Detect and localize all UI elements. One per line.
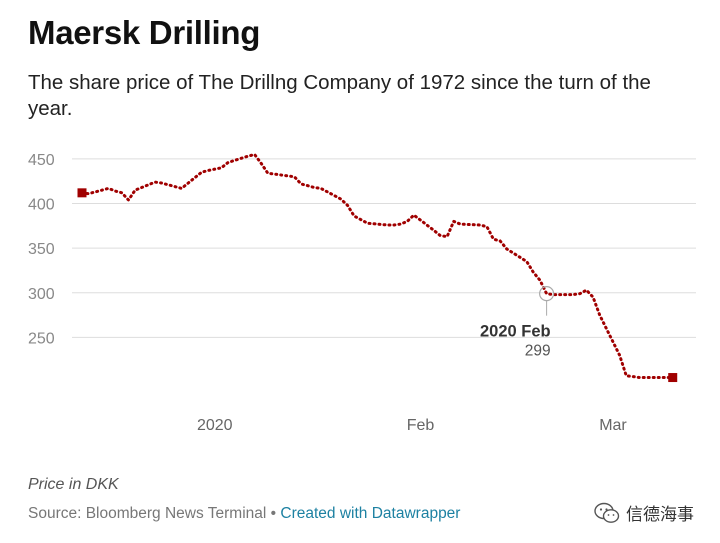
- source-line: Source: Bloomberg News Terminal • Create…: [28, 505, 460, 523]
- x-tick-label-feb: Feb: [407, 417, 435, 434]
- price-line: [80, 153, 675, 379]
- watermark-text: 信德海事: [626, 505, 694, 524]
- source-text: Source: Bloomberg News Terminal: [28, 505, 267, 522]
- source-separator: •: [270, 505, 277, 522]
- x-axis-ticks: 2020 Feb Mar: [197, 417, 627, 434]
- series-line: [77, 153, 678, 383]
- annotation-circle: [539, 286, 555, 302]
- y-tick-label-250: 250: [28, 330, 55, 347]
- end-marker: [668, 373, 678, 383]
- wechat-icon: [594, 502, 620, 523]
- y-axis-ticks: 250 300 350 400 450: [28, 152, 55, 347]
- unit-note: Price in DKK: [28, 476, 119, 493]
- datawrapper-link[interactable]: Created with Datawrapper: [280, 505, 461, 522]
- start-marker: [77, 188, 87, 198]
- line-chart: 250 300 350 400 450 2020 Feb Mar 2020 Feb 299: [28, 152, 696, 434]
- y-tick-label-450: 450: [28, 152, 55, 169]
- x-tick-label-mar: Mar: [599, 417, 627, 434]
- y-tick-label-300: 300: [28, 286, 55, 303]
- annotation: 2020 Feb 299: [480, 286, 555, 360]
- chart-subtitle: The share price of The Drillng Company o…: [28, 71, 651, 120]
- y-tick-label-400: 400: [28, 197, 55, 214]
- gridlines: [72, 158, 696, 338]
- watermark: 信德海事: [594, 500, 694, 525]
- annotation-title: 2020 Feb: [480, 323, 551, 341]
- x-tick-label-2020: 2020: [197, 417, 233, 434]
- chart-title: Maersk Drilling: [28, 14, 261, 51]
- annotation-value: 299: [525, 343, 551, 360]
- y-tick-label-350: 350: [28, 241, 55, 258]
